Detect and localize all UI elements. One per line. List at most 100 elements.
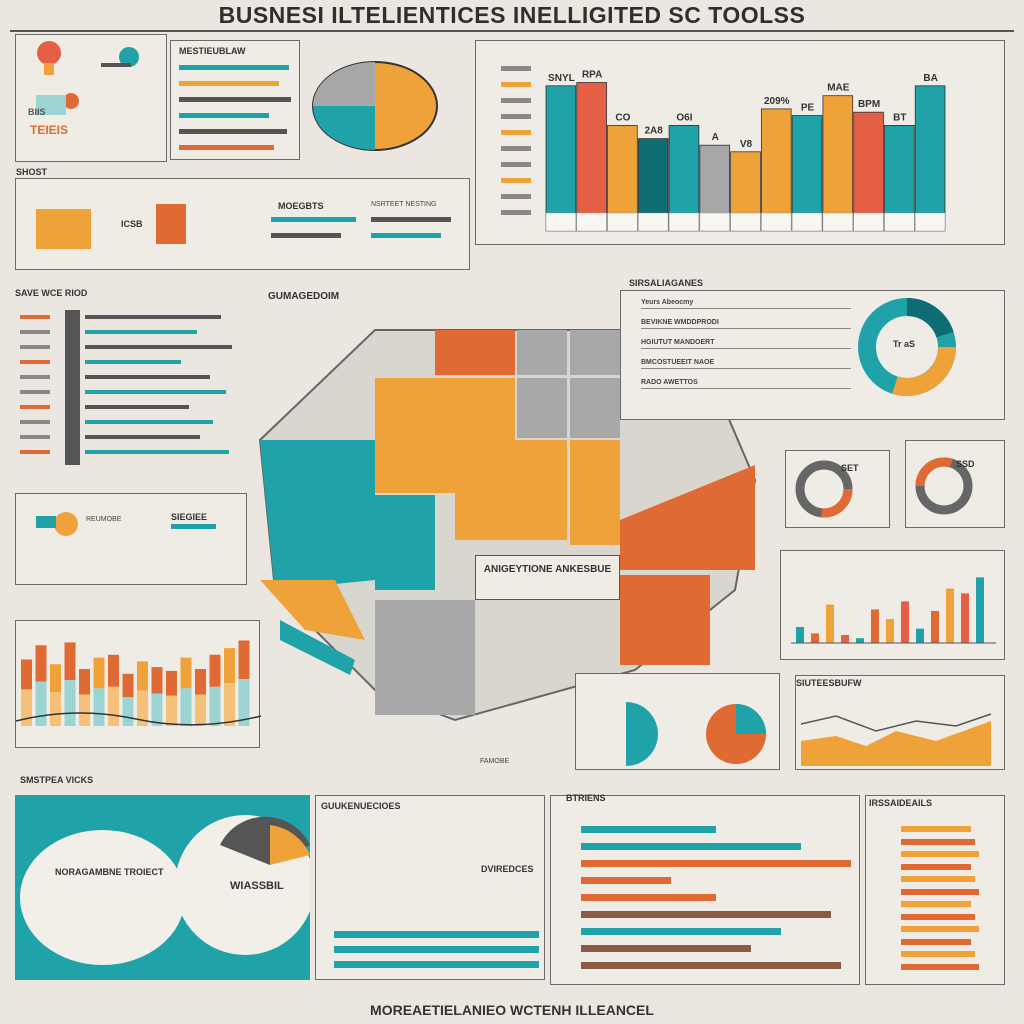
left-hbar-label-8 xyxy=(20,435,50,439)
small-donut-card-2: SSD xyxy=(905,440,1005,528)
top-left-panel: BIIS TEIEIS xyxy=(15,34,167,162)
bottom-bar-3 xyxy=(581,877,671,884)
left-hbar-label-1 xyxy=(20,330,50,334)
bottom-bar-6 xyxy=(581,928,781,935)
left-bar-bottom-2 xyxy=(50,692,61,726)
bottom-right-panel: IRSSAIDEAILS xyxy=(865,795,1005,985)
bottom-bar-5 xyxy=(581,911,831,918)
bar-base-5 xyxy=(699,212,730,232)
label-biis: BIIS xyxy=(28,107,46,117)
bar-12 xyxy=(914,85,946,232)
map-title: GUMAGEDOIM xyxy=(268,291,340,302)
pie-charts xyxy=(626,702,766,766)
left-bar-top-8 xyxy=(137,661,148,691)
left-bar-top-14 xyxy=(224,648,235,684)
left-hbar-label-7 xyxy=(20,420,50,424)
bottom-bar-2 xyxy=(581,860,851,867)
left-bar-bottom-4 xyxy=(79,694,90,726)
left-bar-top-0 xyxy=(21,659,32,690)
right-bar-3 xyxy=(841,635,849,643)
bar-label-11: BT xyxy=(893,112,906,123)
small-donut-1-label: SET xyxy=(841,463,859,473)
left-bar-top-3 xyxy=(64,642,76,681)
y-tick-2 xyxy=(501,98,531,103)
bar-label-6: V8 xyxy=(740,139,753,150)
map-callout: ANIGEYTIONE ANKESBUE xyxy=(475,555,620,600)
right-bar-0 xyxy=(796,627,804,643)
bottom-bar-4 xyxy=(581,894,716,901)
right-bar-11 xyxy=(961,593,969,643)
y-tick-0 xyxy=(501,66,531,71)
left-trend-line xyxy=(15,712,262,726)
bar-base-10 xyxy=(853,212,884,232)
left-card: SIEGIEE REUMOBE xyxy=(15,493,247,585)
card-label-3: NSRTEET NESTING xyxy=(371,201,437,208)
bottom-right-bar-5 xyxy=(901,888,979,895)
card-label-1: ICSB xyxy=(121,219,143,229)
left-bar-top-12 xyxy=(195,669,206,695)
bar-7 xyxy=(760,108,792,232)
right-bar-7 xyxy=(901,601,909,643)
right-list-item: BMCOSTUEEIT NAOE xyxy=(641,359,851,369)
y-tick-8 xyxy=(501,194,531,199)
left-hbar-5 xyxy=(85,390,226,394)
bar-label-8: PE xyxy=(801,103,815,114)
left-hbar-axis xyxy=(65,310,80,465)
left-hbar-label-4 xyxy=(20,375,50,379)
left-card-sub: REUMOBE xyxy=(86,516,122,523)
list-panel: MESTIEUBLAW xyxy=(170,40,300,160)
left-bar-bottom-7 xyxy=(122,697,134,726)
y-tick-9 xyxy=(501,210,531,215)
left-bar-top-4 xyxy=(79,669,90,695)
bar-base-0 xyxy=(545,212,577,232)
bar-10 xyxy=(853,111,884,232)
left-hbar-1 xyxy=(85,330,197,334)
left-bar-top-10 xyxy=(166,670,177,696)
main-bar-chart: SNYL RPA CO 2A8 O6I A V8 209% PE MAE BPM BT BA xyxy=(501,66,946,232)
bar-base-9 xyxy=(822,212,853,232)
left-hbar-label-9 xyxy=(20,450,50,454)
small-donut-2-label: SSD xyxy=(956,459,975,469)
left-bar-chart xyxy=(15,640,262,726)
right-bar-6 xyxy=(886,619,894,643)
bottom-right-bar-7 xyxy=(901,913,975,920)
bottom-left-badge: WIASSBIL xyxy=(230,880,284,892)
bottom-left-text: NORAGAMBNE TROIECT xyxy=(55,867,164,877)
bar-base-12 xyxy=(914,212,946,232)
bottom-bar-0 xyxy=(581,826,716,833)
left-bar-bottom-15 xyxy=(238,678,250,726)
left-horizontal-bars xyxy=(15,310,255,470)
left-bar-top-7 xyxy=(122,673,134,698)
left-bar-bottom-8 xyxy=(137,690,148,726)
bar-label-2: CO xyxy=(615,112,630,123)
bottom-bars-panel: BTRIENS xyxy=(550,793,860,985)
left-bar-bottom-3 xyxy=(64,680,76,726)
left-bar-bottom-1 xyxy=(35,681,47,726)
bottom-right-bar-3 xyxy=(901,863,971,870)
bottom-mid-panel: GUUKENUECIOES DVIREDCES xyxy=(315,795,545,980)
left-bar-chart-panel xyxy=(15,620,262,748)
left-hbar-9 xyxy=(85,450,229,454)
left-hbar-0 xyxy=(85,315,221,319)
left-hbar-8 xyxy=(85,435,201,439)
bar-label-10: BPM xyxy=(858,99,880,110)
right-bar-2 xyxy=(826,604,834,643)
bottom-right-bar-6 xyxy=(901,901,971,907)
left-hbar-3 xyxy=(85,360,181,364)
decorative-icons xyxy=(36,41,139,115)
pie-card xyxy=(575,673,780,770)
left-bar-top-11 xyxy=(180,657,192,689)
left-bar-bottom-5 xyxy=(93,688,105,726)
right-bar-8 xyxy=(916,628,924,643)
page-title: BUSNESI ILTELIENTICES INELLIGITED SC TOO… xyxy=(218,2,806,28)
bar-base-4 xyxy=(668,212,700,232)
card-label-2: MOEGBTS xyxy=(278,201,324,211)
bar-9 xyxy=(822,95,854,232)
y-tick-1 xyxy=(501,82,531,87)
left-card-label: SIEGIEE xyxy=(171,512,208,522)
right-donut-chart xyxy=(858,298,956,396)
right-list-item: BEVIKNE WMDDPRODI xyxy=(641,319,851,329)
right-bar-chart xyxy=(791,577,996,644)
bottom-left-panel: NORAGAMBNE TROIECT WIASSBIL xyxy=(15,795,310,980)
bottom-right-bar-0 xyxy=(901,826,971,832)
